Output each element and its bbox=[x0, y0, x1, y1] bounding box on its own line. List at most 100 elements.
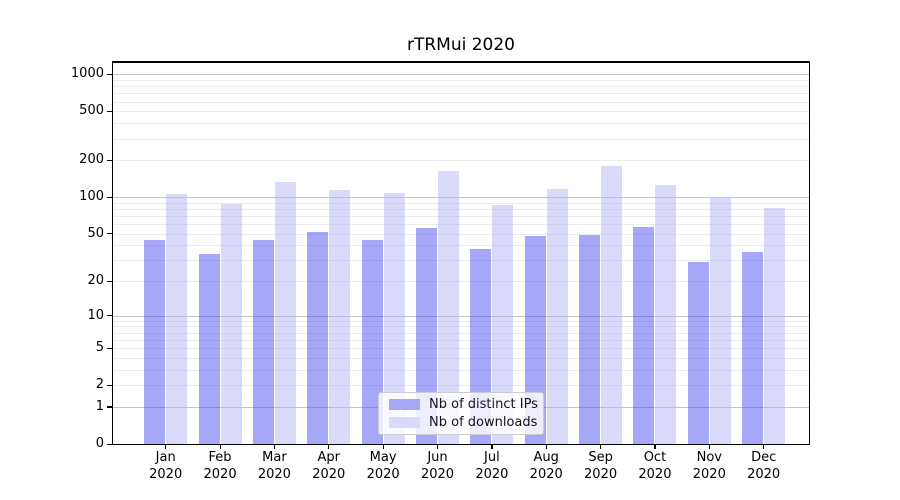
bar-downloads-sep bbox=[601, 166, 623, 444]
minor-gridline bbox=[113, 224, 809, 226]
x-tick-month: May bbox=[369, 450, 397, 465]
y-tick bbox=[107, 196, 112, 198]
bar-downloads-mar bbox=[274, 181, 296, 444]
x-tick-month: Jun bbox=[427, 450, 448, 465]
x-tick-year: 2020 bbox=[475, 467, 509, 482]
x-tick bbox=[708, 445, 710, 449]
y-tick bbox=[107, 110, 112, 113]
x-tick-year: 2020 bbox=[638, 467, 672, 482]
x-tick-month: Feb bbox=[208, 450, 232, 465]
x-tick-year: 2020 bbox=[366, 467, 400, 482]
bar-downloads-nov bbox=[709, 198, 731, 444]
minor-gridline bbox=[113, 208, 809, 210]
bars-layer bbox=[113, 62, 809, 444]
bar-distinct-ips-feb bbox=[198, 253, 220, 444]
y-tick bbox=[107, 73, 112, 76]
x-tick bbox=[219, 445, 221, 449]
bar-distinct-ips-jan bbox=[144, 240, 166, 444]
bar-downloads-aug bbox=[546, 189, 568, 444]
x-tick-month: Dec bbox=[751, 450, 777, 465]
x-tick-year: 2020 bbox=[529, 467, 563, 482]
y-tick-label: 200 bbox=[79, 152, 104, 168]
y-tick bbox=[107, 315, 112, 317]
legend-label-distinct-ips: Nb of distinct IPs bbox=[429, 397, 538, 413]
x-tick-month: Sep bbox=[588, 450, 613, 465]
bar-downloads-oct bbox=[655, 184, 677, 444]
x-tick-month: Nov bbox=[696, 450, 722, 465]
bar-distinct-ips-nov bbox=[687, 262, 709, 444]
x-tick-label: Jul 2020 bbox=[463, 449, 521, 483]
x-tick-label: Apr 2020 bbox=[300, 449, 358, 483]
legend-item-downloads: Nb of downloads bbox=[389, 414, 538, 430]
x-tick-label: Feb 2020 bbox=[191, 449, 249, 483]
x-tick-year: 2020 bbox=[149, 467, 183, 482]
x-tick-year: 2020 bbox=[584, 467, 618, 482]
x-tick-month: Oct bbox=[643, 450, 667, 465]
x-tick bbox=[273, 445, 276, 449]
y-tick-label: 50 bbox=[87, 225, 104, 241]
y-tick bbox=[107, 280, 112, 282]
y-tick-label: 1 bbox=[95, 398, 104, 414]
minor-gridline bbox=[113, 93, 809, 95]
y-tick bbox=[107, 159, 112, 161]
y-tick-label: 20 bbox=[87, 273, 104, 289]
bar-downloads-apr bbox=[329, 189, 351, 444]
x-tick bbox=[491, 445, 493, 449]
minor-gridline bbox=[113, 138, 809, 140]
bar-downloads-feb bbox=[220, 203, 242, 444]
bar-distinct-ips-oct bbox=[633, 226, 655, 444]
x-tick-year: 2020 bbox=[203, 467, 237, 482]
bar-distinct-ips-sep bbox=[579, 234, 601, 444]
x-tick-month: Aug bbox=[533, 450, 559, 465]
x-tick-month: Apr bbox=[317, 450, 341, 465]
minor-gridline bbox=[113, 357, 809, 359]
bar-downloads-jun bbox=[438, 171, 459, 444]
y-tick bbox=[107, 443, 112, 445]
y-tick bbox=[107, 384, 112, 386]
legend-label-downloads: Nb of downloads bbox=[429, 414, 538, 430]
x-tick-label: Aug 2020 bbox=[517, 449, 575, 483]
y-tick bbox=[107, 406, 112, 408]
y-tick bbox=[107, 233, 112, 235]
y-tick-label: 0 bbox=[95, 436, 104, 451]
x-tick-label: May 2020 bbox=[354, 449, 412, 483]
plot-area bbox=[113, 62, 809, 444]
bar-downloads-dec bbox=[764, 208, 786, 444]
x-tick bbox=[654, 445, 656, 449]
x-tick-year: 2020 bbox=[312, 467, 346, 482]
bar-distinct-ips-dec bbox=[742, 252, 764, 444]
y-tick-label: 10 bbox=[87, 307, 104, 323]
minor-gridline bbox=[113, 320, 809, 322]
chart-title: rTRMui 2020 bbox=[406, 35, 516, 55]
top-spine bbox=[111, 61, 811, 63]
x-tick-label: Jan 2020 bbox=[137, 449, 195, 483]
bar-downloads-jan bbox=[166, 194, 188, 444]
major-gridline bbox=[113, 197, 809, 199]
y-tick bbox=[107, 347, 112, 349]
minor-gridline bbox=[113, 202, 809, 204]
bar-downloads-may bbox=[383, 193, 405, 444]
x-tick-month: Mar bbox=[262, 450, 287, 465]
minor-gridline bbox=[113, 348, 809, 350]
x-tick-year: 2020 bbox=[257, 467, 291, 482]
x-tick-year: 2020 bbox=[692, 467, 726, 482]
x-tick-label: Oct 2020 bbox=[626, 449, 684, 483]
x-tick-label: Sep 2020 bbox=[572, 449, 630, 483]
y-tick-label: 500 bbox=[79, 103, 104, 119]
bottom-spine bbox=[111, 444, 811, 446]
x-tick-label: Dec 2020 bbox=[735, 449, 793, 483]
minor-gridline bbox=[113, 86, 809, 88]
bar-distinct-ips-aug bbox=[524, 235, 546, 444]
minor-gridline bbox=[113, 339, 809, 341]
x-tick bbox=[382, 445, 384, 449]
minor-gridline bbox=[113, 245, 809, 247]
x-tick-label: Jun 2020 bbox=[409, 449, 467, 483]
x-tick-label: Nov 2020 bbox=[680, 449, 738, 483]
minor-gridline bbox=[113, 385, 809, 387]
legend-item-distinct-ips: Nb of distinct IPs bbox=[389, 397, 538, 413]
y-tick-label: 5 bbox=[95, 340, 104, 356]
legend-swatch-distinct-ips bbox=[389, 399, 420, 411]
y-tick-label: 2 bbox=[95, 377, 104, 393]
major-gridline bbox=[113, 315, 809, 317]
bar-distinct-ips-mar bbox=[252, 240, 274, 444]
